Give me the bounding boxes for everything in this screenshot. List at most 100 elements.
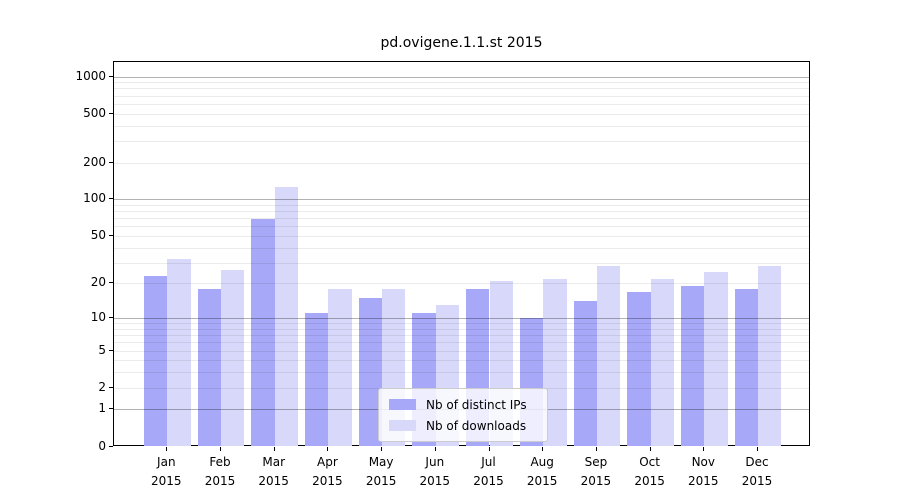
gridline-500 bbox=[114, 113, 809, 115]
gridline-5 bbox=[114, 350, 809, 352]
gridline-20 bbox=[114, 283, 809, 285]
gridline-300 bbox=[114, 140, 809, 142]
x-tick-label-aug: Aug 2015 bbox=[514, 453, 570, 491]
y-tick-mark bbox=[109, 75, 113, 77]
bar-downloads-aug bbox=[543, 278, 567, 447]
y-tick-label: 5 bbox=[98, 342, 106, 357]
gridline-700 bbox=[114, 95, 809, 97]
y-tick-mark bbox=[109, 234, 113, 236]
gridline-600 bbox=[114, 103, 809, 105]
gridline-60 bbox=[114, 226, 809, 228]
ips-color-swatch bbox=[389, 399, 416, 410]
y-tick-mark bbox=[109, 161, 113, 163]
x-tick-year: 2015 bbox=[688, 474, 719, 488]
y-tick-label: 1000 bbox=[75, 68, 106, 83]
bar-downloads-oct bbox=[650, 278, 674, 447]
x-tick-mark bbox=[434, 447, 436, 451]
gridline-10 bbox=[114, 318, 809, 320]
gridline-6 bbox=[114, 342, 809, 344]
x-tick-mark bbox=[595, 447, 597, 451]
x-tick-label-jun: Jun 2015 bbox=[407, 453, 463, 491]
x-tick-mark bbox=[166, 447, 168, 451]
x-tick-year: 2015 bbox=[365, 474, 397, 488]
x-tick-label-sep: Sep 2015 bbox=[568, 453, 624, 491]
x-tick-year: 2015 bbox=[741, 474, 773, 488]
gridline-3 bbox=[114, 372, 809, 374]
x-tick-label-oct: Oct 2015 bbox=[622, 453, 678, 491]
x-tick-year: 2015 bbox=[258, 474, 289, 488]
bar-ips-feb bbox=[197, 288, 221, 447]
gridline-200 bbox=[114, 162, 809, 164]
x-tick-year: 2015 bbox=[634, 474, 665, 488]
y-tick-mark bbox=[109, 317, 113, 319]
y-tick-label: 200 bbox=[83, 154, 106, 169]
gridline-80 bbox=[114, 211, 809, 213]
gridline-40 bbox=[114, 247, 809, 249]
x-tick-label-mar: Mar 2015 bbox=[246, 453, 302, 491]
x-tick-mark bbox=[703, 447, 705, 451]
gridline-100 bbox=[114, 199, 809, 201]
legend-item-ips: Nb of distinct IPs bbox=[389, 394, 537, 415]
bar-ips-mar bbox=[251, 218, 275, 447]
x-tick-mark bbox=[273, 447, 275, 451]
y-tick-label: 20 bbox=[90, 275, 106, 290]
y-tick-label: 500 bbox=[83, 105, 106, 120]
gridline-8 bbox=[114, 328, 809, 330]
y-tick-label: 0 bbox=[98, 438, 106, 453]
bar-downloads-nov bbox=[704, 272, 728, 447]
bar-downloads-apr bbox=[328, 288, 352, 447]
y-tick-mark bbox=[109, 408, 113, 410]
gridline-800 bbox=[114, 88, 809, 90]
y-tick-mark bbox=[109, 198, 113, 200]
bar-downloads-sep bbox=[596, 266, 621, 447]
y-tick-label: 10 bbox=[90, 310, 106, 325]
bar-downloads-jan bbox=[167, 259, 191, 447]
bar-ips-nov bbox=[680, 286, 705, 447]
y-tick-label: 100 bbox=[83, 191, 106, 206]
y-tick-mark bbox=[109, 112, 113, 114]
legend: Nb of distinct IPs Nb of downloads bbox=[378, 388, 548, 442]
bar-downloads-dec bbox=[758, 266, 782, 447]
x-tick-year: 2015 bbox=[312, 474, 343, 488]
gridline-7 bbox=[114, 335, 809, 337]
gridline-900 bbox=[114, 82, 809, 84]
x-tick-label-apr: Apr 2015 bbox=[299, 453, 355, 491]
gridline-90 bbox=[114, 204, 809, 206]
y-tick-label: 2 bbox=[98, 379, 106, 394]
gridline-9 bbox=[114, 323, 809, 325]
x-tick-year: 2015 bbox=[473, 474, 504, 488]
x-tick-year: 2015 bbox=[204, 474, 236, 488]
x-tick-label-dec: Dec 2015 bbox=[729, 453, 785, 491]
x-tick-label-jul: Jul 2015 bbox=[461, 453, 517, 491]
x-tick-mark bbox=[542, 447, 544, 451]
downloads-color-swatch bbox=[389, 420, 416, 431]
gridline-30 bbox=[114, 262, 809, 264]
bar-downloads-feb bbox=[221, 270, 245, 447]
bar-ips-sep bbox=[573, 301, 597, 447]
x-tick-year: 2015 bbox=[526, 474, 558, 488]
y-tick-mark bbox=[109, 349, 113, 351]
x-tick-mark bbox=[488, 447, 490, 451]
y-tick-label: 1 bbox=[98, 401, 106, 416]
x-tick-mark bbox=[327, 447, 329, 451]
x-tick-mark bbox=[381, 447, 383, 451]
legend-item-downloads: Nb of downloads bbox=[389, 415, 537, 436]
legend-label-downloads: Nb of downloads bbox=[426, 418, 527, 433]
y-tick-mark bbox=[109, 282, 113, 284]
x-tick-mark bbox=[220, 447, 221, 451]
x-tick-label-jan: Jan 2015 bbox=[138, 453, 194, 491]
bar-ips-oct bbox=[627, 291, 651, 447]
gridline-4 bbox=[114, 360, 809, 362]
bar-ips-may bbox=[358, 298, 383, 447]
bar-downloads-mar bbox=[274, 186, 299, 447]
x-tick-mark bbox=[757, 447, 758, 451]
y-tick-label: 50 bbox=[90, 227, 106, 242]
gridline-400 bbox=[114, 125, 809, 127]
bar-ips-dec bbox=[734, 288, 758, 447]
x-tick-year: 2015 bbox=[419, 474, 451, 488]
x-tick-label-feb: Feb 2015 bbox=[192, 453, 248, 491]
chart-title: pd.ovigene.1.1.st 2015 bbox=[380, 35, 543, 51]
y-tick-mark bbox=[109, 386, 113, 388]
legend-label-ips: Nb of distinct IPs bbox=[426, 397, 527, 412]
